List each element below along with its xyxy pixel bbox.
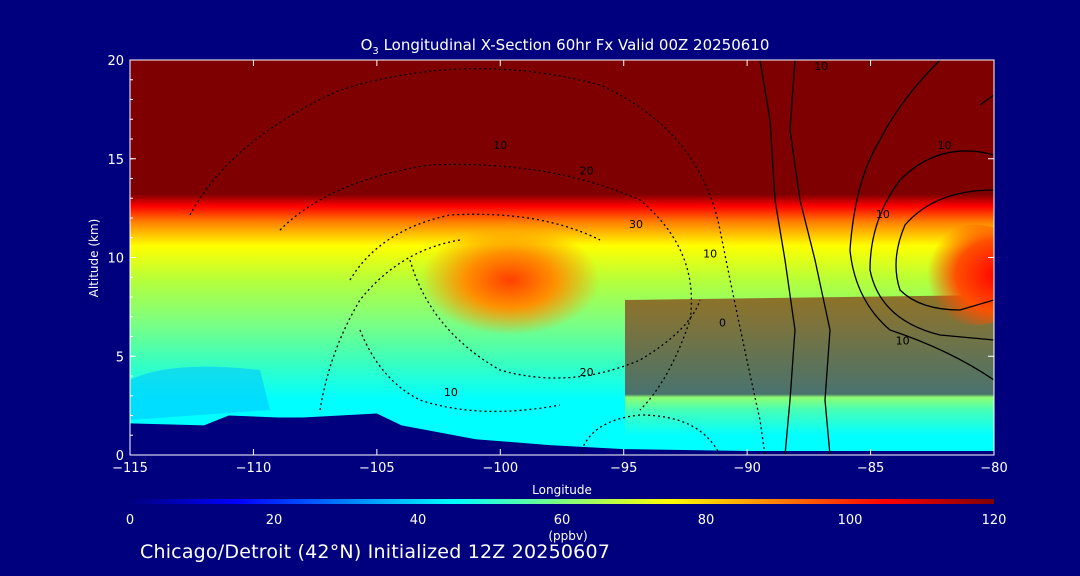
contour-10-outer (189, 68, 766, 455)
x-tick-label: −80 (980, 461, 1007, 476)
contour-label: 30 (629, 218, 643, 231)
colorbar-tick-label: 20 (266, 513, 283, 528)
y-tick-label: 0 (116, 449, 124, 464)
y-axis: 0 5 10 15 20 (107, 54, 994, 464)
y-tick-label: 10 (107, 252, 124, 267)
high-ozone-intrusion (420, 225, 600, 335)
contour-label: 0 (719, 317, 726, 330)
x-axis: −115 −110 −105 −100 −95 −90 −85 −80 (112, 60, 1008, 476)
contour-east-edge (979, 94, 994, 106)
concentration-field: 10 20 30 10 20 10 0 10 10 10 10 (130, 60, 994, 455)
east-low-troposphere (625, 295, 994, 455)
contour-20-lower (409, 259, 701, 379)
contour-label: 20 (580, 366, 594, 379)
colorbar-tick-label: 0 (126, 513, 134, 528)
contour-label: 10 (703, 248, 717, 261)
contour-labels: 10 20 30 10 20 10 0 10 10 10 10 (444, 60, 952, 399)
x-tick-label: −90 (733, 461, 760, 476)
chart-title: O3 Longitudinal X-Section 60hr Fx Valid … (361, 36, 770, 57)
contour-10-east-mid (869, 150, 994, 341)
contour-0-west (759, 60, 796, 455)
colorbar-tick-label: 40 (410, 513, 427, 528)
contour-label: 10 (876, 208, 890, 221)
west-low-ozone (130, 366, 270, 420)
contour-30 (349, 213, 601, 281)
colorbar (130, 499, 994, 504)
x-tick-label: −100 (482, 461, 518, 476)
contour-0-east (789, 60, 831, 455)
y-tick-label: 15 (107, 153, 124, 168)
footer-caption: Chicago/Detroit (42°N) Initialized 12Z 2… (140, 541, 611, 563)
x-tick-label: −105 (359, 461, 395, 476)
x-tick-label: −115 (112, 461, 148, 476)
contour-label: 10 (493, 139, 507, 152)
contour-label: 10 (938, 139, 952, 152)
contour-label: 10 (814, 60, 828, 73)
contour-10-east-outer (849, 60, 994, 381)
x-tick-label: −85 (857, 461, 884, 476)
colorbar-tick-label: 60 (554, 513, 571, 528)
y-axis-label: Altitude (km) (87, 219, 101, 298)
contour-10-surface (579, 414, 721, 455)
colorbar-tick-label: 120 (982, 513, 1007, 528)
east-upper-max (915, 225, 994, 325)
contour-label: 20 (580, 165, 594, 178)
contour-lines (189, 60, 994, 455)
y-tick-label: 20 (107, 54, 124, 69)
contour-10-east-inner (895, 189, 994, 311)
contour-label: 10 (896, 334, 910, 347)
colorbar-units: (ppbv) (548, 529, 587, 543)
x-tick-label: −95 (610, 461, 637, 476)
colorbar-tick-label: 100 (838, 513, 863, 528)
colorbar-tick-label: 80 (698, 513, 715, 528)
terrain-mask (130, 413, 994, 455)
y-tick-label: 5 (116, 350, 124, 365)
y-minor-ticks (130, 59, 133, 456)
x-tick-label: −110 (236, 461, 272, 476)
colorbar-ticks: 0 20 40 60 80 100 120 (126, 513, 1007, 528)
contour-label: 10 (444, 386, 458, 399)
x-axis-label: Longitude (532, 483, 592, 497)
